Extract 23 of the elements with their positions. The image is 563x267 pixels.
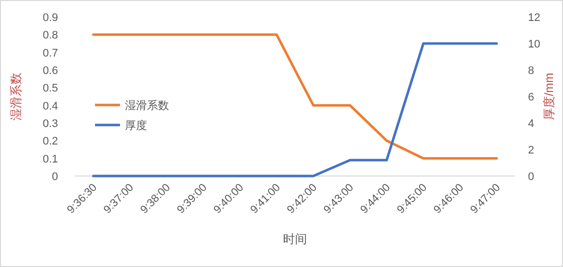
line-series: [92, 33, 498, 160]
y2-axis-title: 厚度/mm: [542, 72, 556, 120]
y2-tick-label: 12: [528, 12, 540, 24]
legend-label: 厚度: [125, 119, 147, 132]
y2-tick-label: 6: [528, 92, 534, 104]
y-tick-label: 0.1: [42, 153, 58, 166]
y-tick-label: 0.2: [42, 136, 58, 148]
y-tick-label: 0.9: [42, 12, 58, 24]
y-tick-label: 0.4: [42, 100, 58, 112]
y-tick-label: 0.7: [42, 47, 58, 60]
y2-tick-label: 4: [528, 118, 534, 130]
y-tick-label: 0.3: [42, 118, 58, 130]
y2-tick-label: 2: [528, 144, 534, 156]
y-tick-label: 0: [52, 171, 58, 183]
y2-tick-label: 8: [528, 65, 534, 77]
y-axis-title: 湿滑系数: [9, 72, 23, 120]
y-tick-label: 0.8: [42, 30, 58, 42]
y-tick-label: 0.6: [42, 65, 58, 77]
y2-tick-label: 0: [528, 171, 534, 183]
legend-label: 湿滑系数: [125, 99, 169, 112]
y2-tick-label: 10: [528, 38, 540, 50]
y-tick-label: 0.5: [42, 82, 58, 95]
x-axis-title: 时间: [283, 232, 307, 246]
